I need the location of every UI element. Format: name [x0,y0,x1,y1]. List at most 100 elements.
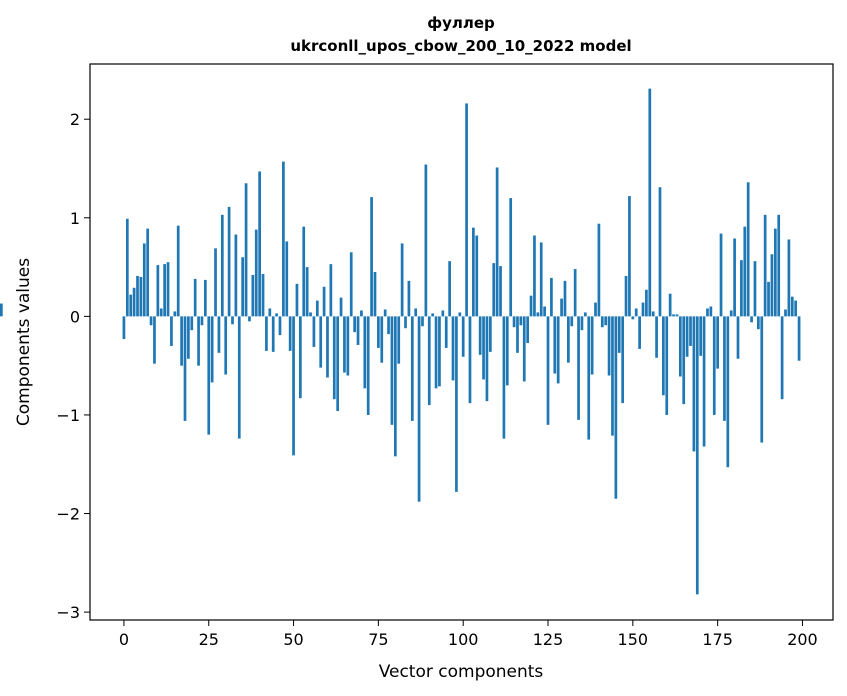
bar [187,316,190,359]
bar [265,316,268,351]
bar [797,316,801,361]
bar [305,267,309,317]
bar [278,316,282,336]
bar [393,316,397,457]
bar [387,316,390,335]
bar [136,275,139,317]
bar [231,316,234,325]
bar [292,316,295,456]
bar [329,264,333,317]
bar [648,88,652,317]
bar [482,316,485,380]
bar [743,226,747,317]
bar [556,316,560,384]
bar [366,316,370,415]
bar [434,316,438,389]
y-tick-label: 2 [70,110,80,129]
bar [590,316,594,375]
bar [533,235,536,317]
bar [183,316,187,421]
bar [302,226,306,317]
bar [455,316,458,492]
bar [285,241,289,317]
bar [458,312,462,317]
bar [553,316,557,374]
bar [502,316,506,439]
bar [451,316,455,381]
bar [740,260,743,317]
bar [315,300,319,317]
bar [499,266,502,317]
bar [332,316,336,400]
bar [448,261,451,317]
bar [441,310,445,317]
bar [543,306,546,317]
bar [519,316,523,326]
bar [668,293,672,317]
bar [298,316,302,399]
bar [529,295,533,317]
bar [241,257,245,317]
bar [733,238,736,317]
bar [563,280,567,317]
bar [349,252,353,317]
bar [641,302,645,317]
bar [631,316,635,320]
bar [638,316,641,349]
x-axis-label: Vector components [379,662,544,682]
bar [645,289,648,317]
bar [790,296,794,317]
bar [343,316,346,373]
bar [234,234,238,317]
bar [275,313,278,317]
chart-subtitle: ukrconll_upos_cbow_200_10_2022 model [290,37,631,55]
bar [607,316,611,376]
bar [363,316,367,389]
bar [512,316,516,328]
bar [346,316,350,376]
bar [729,310,733,317]
bar [709,306,713,317]
bar [254,229,258,317]
bar [536,312,540,317]
bar [488,316,492,352]
bar [173,311,177,317]
bar [634,308,638,317]
bar [156,265,160,317]
bar [468,316,472,404]
bar [159,308,163,317]
bar [505,316,509,386]
bar [784,309,787,317]
bar [628,196,631,317]
bar [190,316,194,331]
bar [203,279,207,317]
bar [665,316,669,415]
bar [604,316,608,326]
bar [472,227,475,317]
bar [672,314,675,317]
bar [427,316,431,406]
bar [421,316,424,327]
bar [550,277,553,317]
bar [176,225,180,317]
bar [248,316,251,322]
bar [787,239,791,317]
bar [702,316,706,447]
bars [0,88,801,595]
bar [309,312,312,317]
bar [319,316,323,368]
bar [706,308,709,317]
x-tick-label: 75 [368,630,388,649]
bar [716,316,719,369]
bar [166,262,170,317]
bar [763,214,767,317]
bar [485,316,489,402]
bar [410,316,414,421]
bar [217,316,221,353]
bar [522,316,526,382]
bar [407,280,411,317]
bar [662,316,665,396]
y-tick-label: −3 [56,603,80,622]
bar [658,187,662,317]
